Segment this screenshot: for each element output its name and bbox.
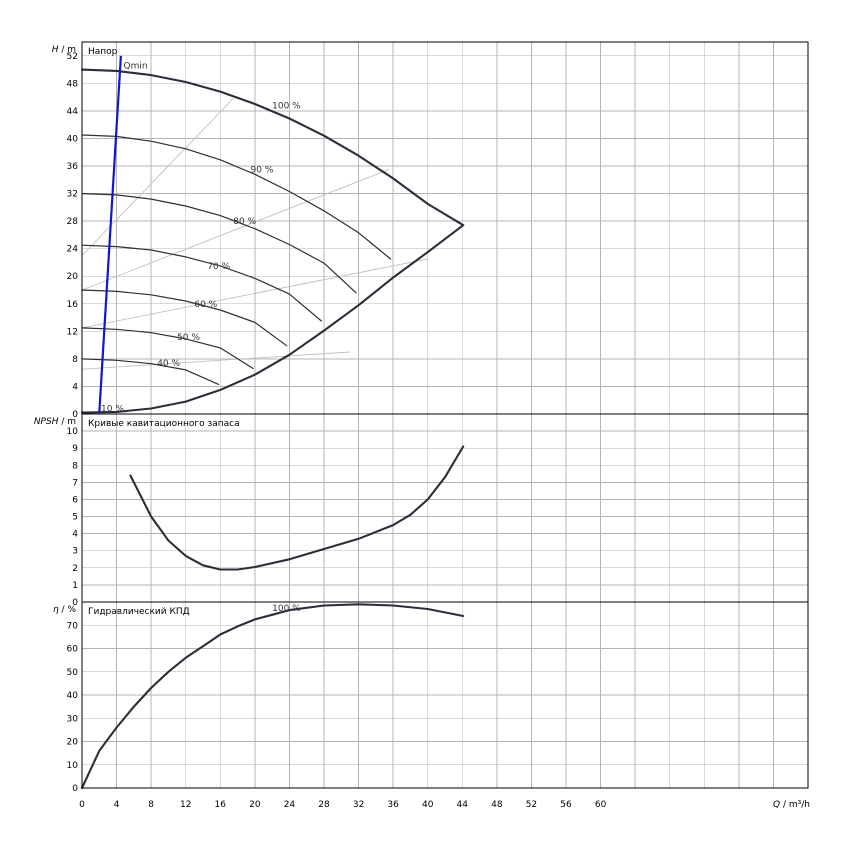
y-axis-label: H / m xyxy=(52,45,76,55)
y-tick-label: 32 xyxy=(67,190,78,200)
y-tick-label: 60 xyxy=(67,645,79,655)
y-axis-unit: / m xyxy=(58,417,76,427)
x-tick-label: 16 xyxy=(215,800,227,810)
y-tick-label: 30 xyxy=(67,714,79,724)
curve-label: 100 % xyxy=(272,604,301,614)
efficiency-curve-line xyxy=(80,603,465,790)
y-tick-label: 16 xyxy=(67,300,79,310)
y-tick-label: 10 xyxy=(67,761,79,771)
y-axis-variable: H xyxy=(52,45,59,55)
curve-label: 60 % xyxy=(194,300,217,310)
x-axis-unit: / m³/h xyxy=(780,800,810,810)
y-tick-label: 3 xyxy=(72,547,78,557)
curve-label: 10 % xyxy=(101,404,124,414)
efficiency-isoline xyxy=(81,169,389,291)
x-tick-label: 40 xyxy=(422,800,434,810)
x-tick-label: 52 xyxy=(526,800,537,810)
speed-curve-line xyxy=(81,134,392,260)
y-tick-label: 20 xyxy=(67,272,79,282)
y-tick-label: 70 xyxy=(67,621,79,631)
y-tick-label: 4 xyxy=(72,530,78,540)
y-tick-label: 40 xyxy=(67,134,79,144)
y-tick-label: 4 xyxy=(72,382,78,392)
y-tick-label: 8 xyxy=(72,355,78,365)
speed-curve-line xyxy=(81,193,357,294)
frame-layer xyxy=(81,41,809,789)
grid-lines xyxy=(82,42,808,788)
y-tick-label: 36 xyxy=(67,162,79,172)
y-tick-label: 50 xyxy=(67,668,79,678)
efficiency-isoline xyxy=(81,258,428,329)
curve-label: 40 % xyxy=(157,359,180,369)
boundary-curve-line xyxy=(80,68,465,227)
y-tick-label: 8 xyxy=(72,461,78,471)
speed-curve-line xyxy=(81,244,322,322)
y-tick-label: 6 xyxy=(72,495,78,505)
boundary-curve-line xyxy=(80,224,465,414)
x-tick-label: 0 xyxy=(79,800,85,810)
y-tick-label: 0 xyxy=(72,784,78,794)
panel-title: Кривые кавитационного запаса xyxy=(88,419,240,429)
plot-layer xyxy=(80,55,465,790)
y-tick-label: 40 xyxy=(67,691,79,701)
y-axis-label: NPSH / m xyxy=(34,417,76,427)
y-tick-label: 0 xyxy=(72,598,78,608)
y-tick-label: 0 xyxy=(72,410,78,420)
y-tick-label: 9 xyxy=(72,444,78,454)
y-tick-label: 28 xyxy=(67,217,79,227)
y-tick-label: 10 xyxy=(67,427,79,437)
x-tick-label: 4 xyxy=(114,800,120,810)
speed-curve-line xyxy=(81,358,220,385)
npsh-curve-line xyxy=(129,445,465,571)
panel-title: Гидравлический КПД xyxy=(88,607,190,617)
y-axis-variable: η xyxy=(53,605,59,615)
x-tick-label: 60 xyxy=(595,800,607,810)
y-tick-label: 48 xyxy=(67,79,79,89)
x-axis-label: Q / m³/h xyxy=(773,800,810,810)
x-tick-label: 44 xyxy=(457,800,469,810)
x-axis-variable: Q xyxy=(773,800,780,810)
y-tick-label: 52 xyxy=(67,52,78,62)
curve-label: 80 % xyxy=(233,217,256,227)
speed-curve-line xyxy=(81,289,288,347)
x-tick-label: 48 xyxy=(491,800,503,810)
x-tick-label: 36 xyxy=(387,800,399,810)
x-tick-label: 8 xyxy=(148,800,154,810)
y-tick-label: 2 xyxy=(72,564,78,574)
x-tick-label: 20 xyxy=(249,800,261,810)
y-tick-label: 1 xyxy=(72,581,78,591)
y-axis-unit: / m xyxy=(58,45,76,55)
y-axis-label: η / % xyxy=(53,605,76,615)
y-tick-label: 20 xyxy=(67,738,79,748)
x-tick-label: 24 xyxy=(284,800,296,810)
efficiency-isoline xyxy=(81,98,234,256)
x-tick-label: 32 xyxy=(353,800,364,810)
x-tick-label: 28 xyxy=(318,800,330,810)
y-tick-label: 44 xyxy=(67,107,79,117)
y-tick-label: 7 xyxy=(72,478,78,488)
x-tick-label: 56 xyxy=(560,800,572,810)
y-tick-label: 12 xyxy=(67,327,78,337)
curve-label: 90 % xyxy=(251,165,274,175)
curve-label: 100 % xyxy=(272,101,301,111)
curve-label: 50 % xyxy=(177,333,200,343)
qmin-line xyxy=(98,55,122,413)
curve-label: 70 % xyxy=(207,262,230,272)
y-axis-variable: NPSH xyxy=(34,417,59,427)
y-tick-label: 24 xyxy=(67,245,79,255)
efficiency-isoline xyxy=(81,351,350,370)
x-tick-label: 12 xyxy=(180,800,191,810)
y-tick-label: 5 xyxy=(72,513,78,523)
curve-label: Qmin xyxy=(123,61,147,71)
y-axis-unit: / % xyxy=(59,605,77,615)
plot-frame xyxy=(81,41,809,789)
panel-title: Напор xyxy=(88,47,118,57)
speed-curve-line xyxy=(81,327,254,370)
